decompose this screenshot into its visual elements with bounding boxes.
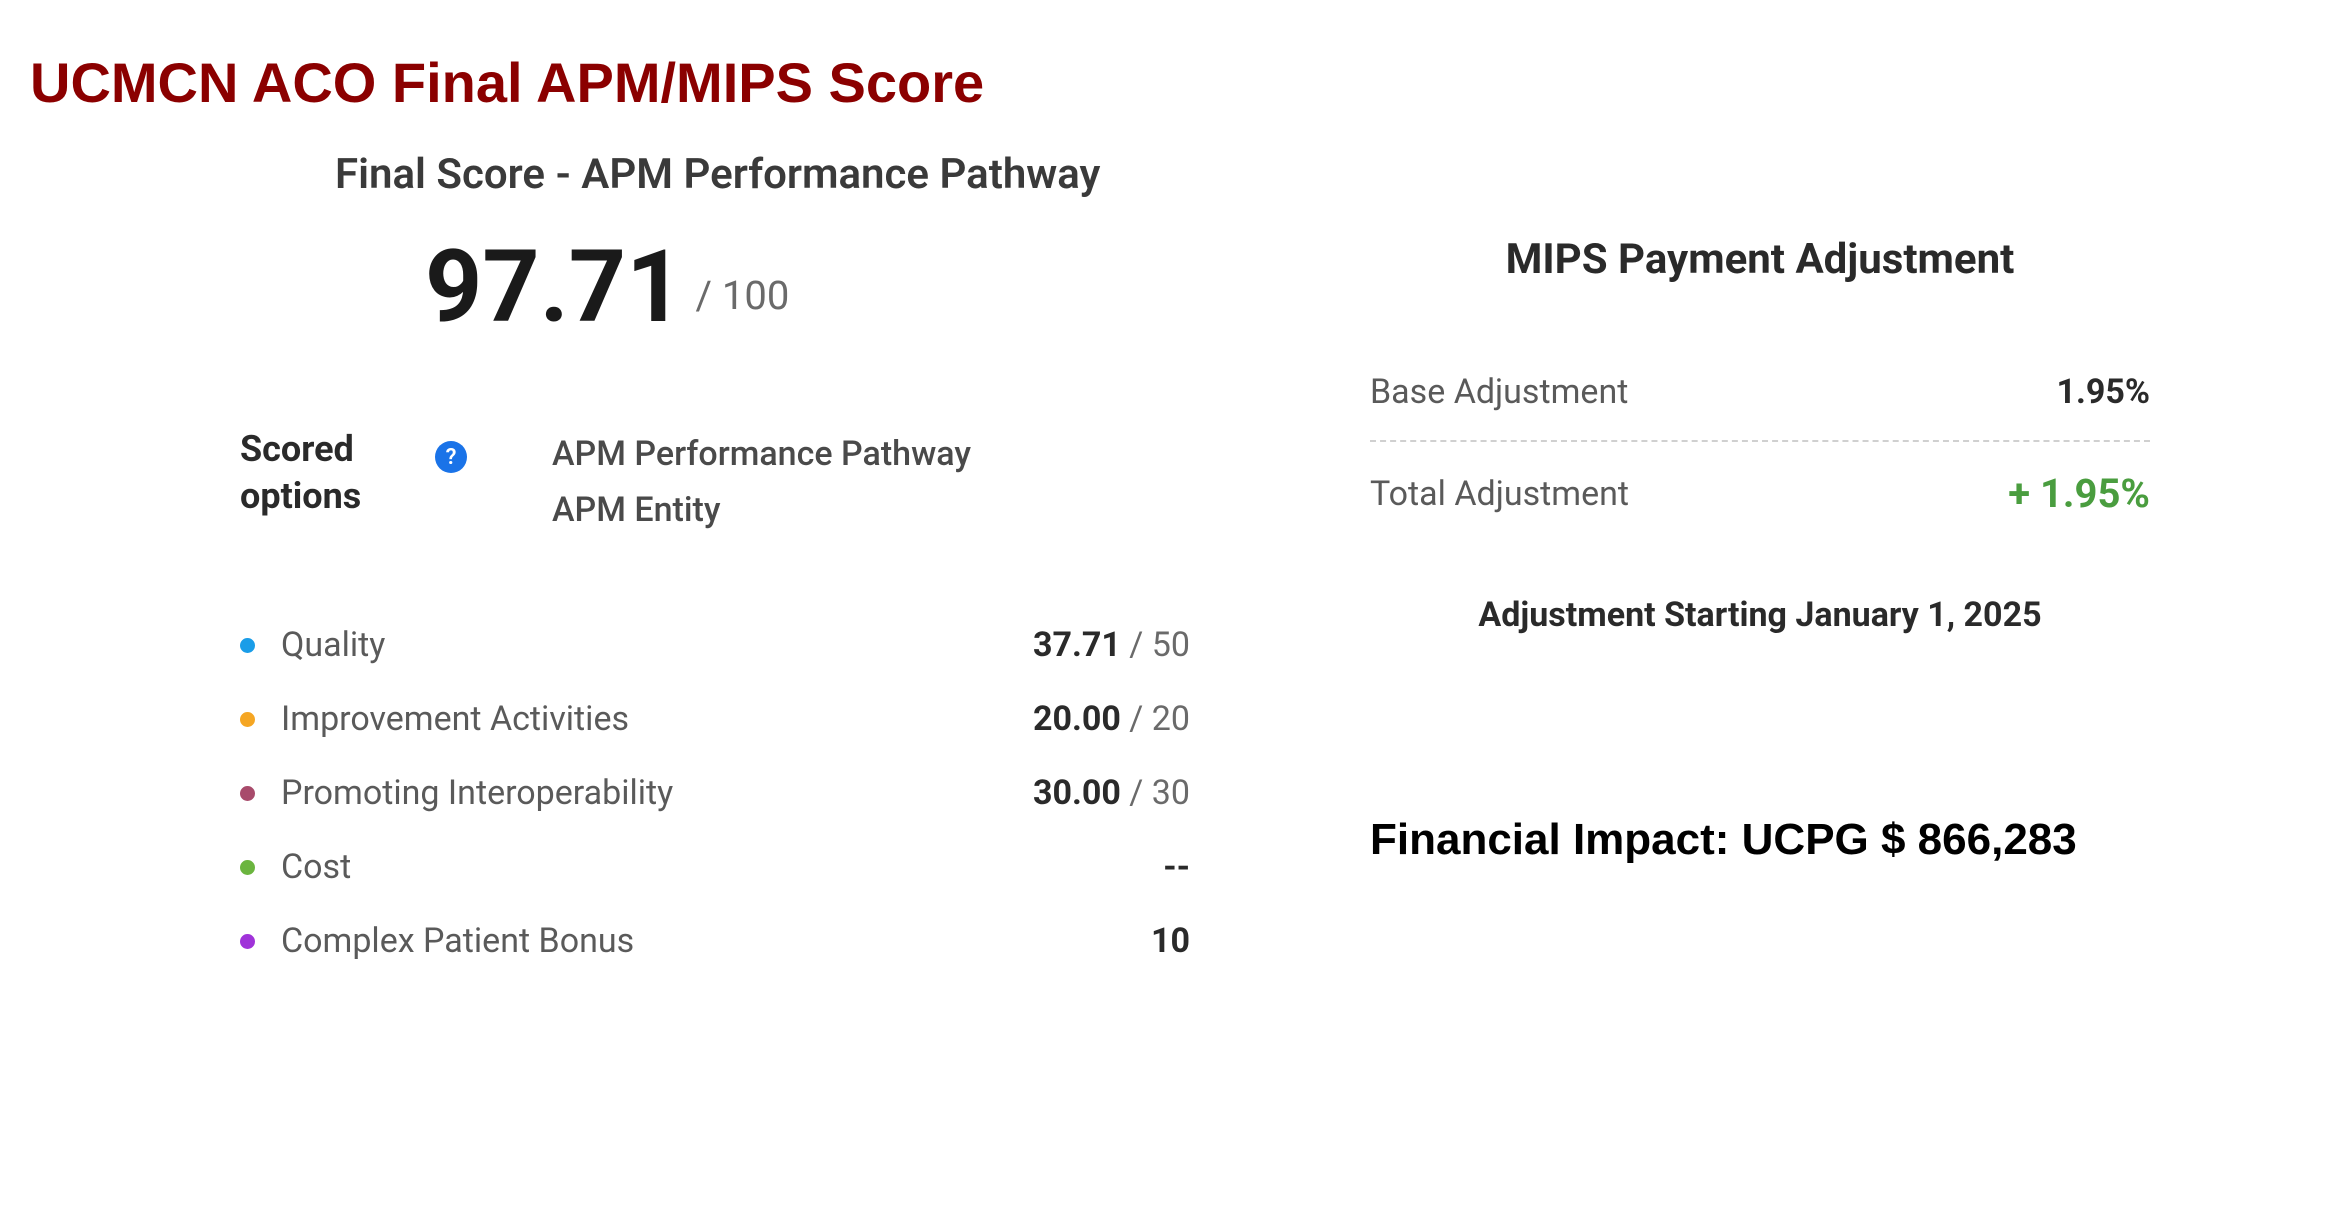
metric-label: Cost	[281, 847, 1163, 887]
score-panel: Final Score - APM Performance Pathway 97…	[240, 150, 1190, 978]
page-title: UCMCN ACO Final APM/MIPS Score	[30, 50, 2298, 115]
scored-options: Scored options ? APM Performance Pathway…	[240, 426, 1190, 538]
metric-score: 10	[1151, 921, 1190, 961]
adjustment-value: 1.95%	[2056, 372, 2150, 412]
metric-score: 37.71 / 50	[1033, 625, 1190, 665]
metric-label: Quality	[281, 625, 1033, 665]
scored-option-entity: APM Entity	[552, 482, 971, 538]
metric-score: 30.00 / 30	[1033, 773, 1190, 813]
score-heading: Final Score - APM Performance Pathway	[240, 150, 1190, 199]
content-container: Final Score - APM Performance Pathway 97…	[30, 150, 2298, 978]
adjustment-note: Adjustment Starting January 1, 2025	[1370, 595, 2150, 635]
metric-row-interop: Promoting Interoperability 30.00 / 30	[240, 756, 1190, 830]
scored-options-label: Scored options	[240, 426, 410, 520]
bullet-icon	[240, 712, 255, 727]
adjustment-label: Total Adjustment	[1370, 474, 1629, 514]
metric-row-bonus: Complex Patient Bonus 10	[240, 904, 1190, 978]
adjustment-label: Base Adjustment	[1370, 372, 1628, 412]
score-value: 97.71	[425, 229, 684, 346]
metric-score: --	[1163, 847, 1190, 887]
metrics-list: Quality 37.71 / 50 Improvement Activitie…	[240, 608, 1190, 978]
metric-label: Improvement Activities	[281, 699, 1033, 739]
score-display: 97.71 / 100	[240, 229, 1190, 346]
adjustment-row-base: Base Adjustment 1.95%	[1370, 344, 2150, 440]
metric-label: Complex Patient Bonus	[281, 921, 1151, 961]
bullet-icon	[240, 860, 255, 875]
score-max: / 100	[695, 272, 789, 319]
financial-impact: Financial Impact: UCPG $ 866,283	[1370, 815, 2150, 865]
metric-label: Promoting Interoperability	[281, 773, 1033, 813]
metric-row-cost: Cost --	[240, 830, 1190, 904]
adjustment-heading: MIPS Payment Adjustment	[1370, 235, 2150, 284]
adjustment-row-total: Total Adjustment + 1.95%	[1370, 442, 2150, 545]
bullet-icon	[240, 934, 255, 949]
adjustment-total-value: + 1.95%	[2008, 470, 2150, 517]
bullet-icon	[240, 786, 255, 801]
scored-option-pathway: APM Performance Pathway	[552, 426, 971, 482]
metric-row-quality: Quality 37.71 / 50	[240, 608, 1190, 682]
adjustment-panel: MIPS Payment Adjustment Base Adjustment …	[1370, 150, 2150, 978]
bullet-icon	[240, 638, 255, 653]
metric-row-improvement: Improvement Activities 20.00 / 20	[240, 682, 1190, 756]
metric-score: 20.00 / 20	[1033, 699, 1190, 739]
scored-options-values: APM Performance Pathway APM Entity	[492, 426, 971, 538]
help-icon[interactable]: ?	[435, 441, 467, 473]
